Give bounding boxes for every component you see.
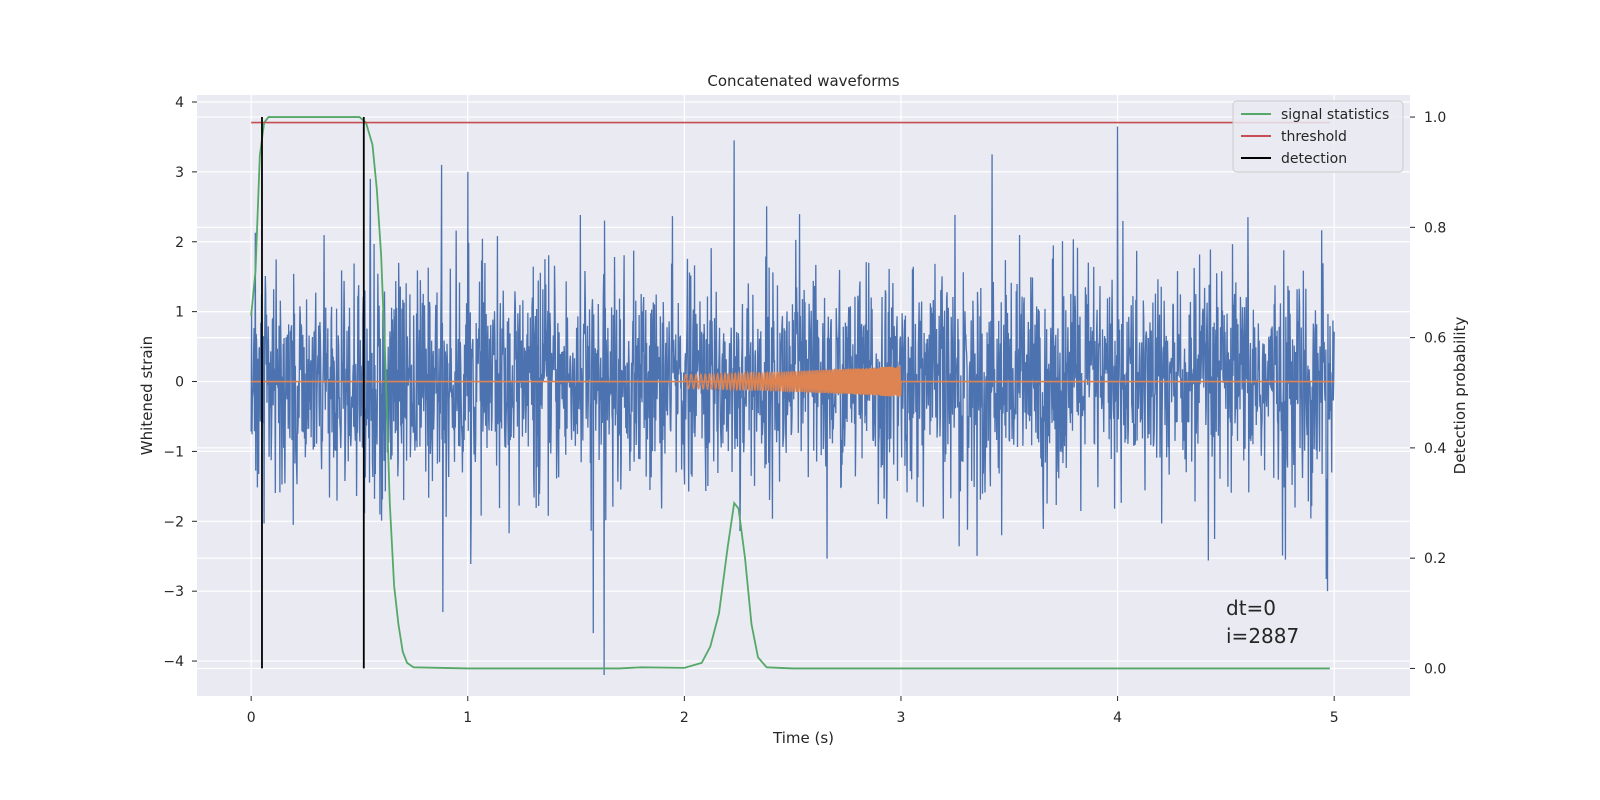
legend-entry-signal-statistics: signal statistics	[1281, 107, 1389, 123]
x-tick-label: 5	[1330, 710, 1339, 726]
y2-tick-label: 0.6	[1424, 331, 1446, 347]
y2-tick-label: 0.4	[1424, 441, 1446, 457]
y-tick-label: −3	[163, 584, 184, 600]
y2-tick-label: 0.0	[1424, 661, 1446, 677]
x-tick-label: 4	[1113, 710, 1122, 726]
chart-title: Concatenated waveforms	[707, 72, 899, 90]
y-tick-label: −2	[163, 514, 184, 530]
y2-axis-label: Detection probability	[1451, 317, 1469, 475]
legend-box	[1232, 100, 1404, 173]
y-tick-label: 2	[175, 235, 184, 251]
plot-content	[250, 116, 1335, 676]
x-tick-label: 0	[247, 710, 256, 726]
y-tick-label: 3	[175, 165, 184, 181]
series-injection-chirp	[683, 366, 902, 397]
x-tick-label: 1	[463, 710, 472, 726]
legend: signal statistics threshold detection	[1232, 100, 1404, 173]
y-tick-label: 1	[175, 305, 184, 321]
y2-tick-label: 0.2	[1424, 551, 1446, 567]
series-whitened-strain	[250, 126, 1335, 676]
y-tick-label: −4	[163, 654, 184, 670]
x-tick-label: 3	[897, 710, 906, 726]
axes: 0 1 2 3 4 5 4 3 2 1 0 −1 −2 −3 −4 1.0 0.8 0.6 0.4 0.2 0.0	[163, 95, 1446, 726]
x-tick-label: 2	[680, 710, 689, 726]
series-signal-statistics	[250, 116, 1330, 670]
x-axis-label: Time (s)	[772, 729, 834, 747]
y-axis-label: Whitened strain	[138, 336, 156, 455]
y2-tick-label: 1.0	[1424, 110, 1446, 126]
y-tick-label: 4	[175, 95, 184, 111]
annotation-dt: dt=0	[1226, 596, 1276, 620]
legend-entry-detection: detection	[1281, 151, 1347, 167]
legend-entry-threshold: threshold	[1281, 129, 1347, 145]
y-tick-label: 0	[175, 375, 184, 391]
y2-tick-label: 0.8	[1424, 220, 1446, 236]
annotation-index: i=2887	[1226, 624, 1299, 648]
y-tick-label: −1	[163, 444, 184, 460]
